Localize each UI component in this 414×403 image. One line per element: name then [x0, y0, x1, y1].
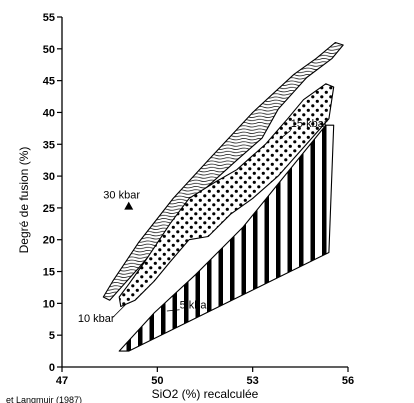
y-tick-label: 10	[43, 298, 55, 310]
triangle-marker	[124, 201, 134, 210]
leader-line	[279, 129, 292, 140]
y-tick-label: 15	[43, 267, 55, 279]
y-tick-label: 0	[49, 362, 55, 374]
y-tick-label: 40	[43, 107, 55, 119]
x-tick-label: 47	[56, 375, 68, 387]
plot-regions	[102, 41, 344, 352]
x-tick-label: 50	[151, 375, 163, 387]
x-tick-label: 56	[342, 375, 354, 387]
label-5-kbar: 5 kbar	[180, 299, 211, 311]
y-tick-label: 55	[43, 12, 55, 24]
y-tick-label: 25	[43, 203, 55, 215]
y-tick-label: 20	[43, 235, 55, 247]
y-tick-label: 30	[43, 171, 55, 183]
axes	[61, 17, 348, 368]
ticks: 0 5 10 15 20 25 30 35 40 45 50 55 47 50 53 56	[43, 12, 354, 387]
region-5-kbar	[118, 124, 335, 352]
annotations: 15 kbar 10 kbar 5 kbar 30 kbar	[78, 118, 328, 325]
x-axis-title: SiO2 (%) recalculée	[152, 387, 259, 401]
y-tick-label: 5	[49, 330, 55, 342]
y-tick-label: 45	[43, 76, 55, 88]
y-axis-title: Degré de fusion (%)	[17, 147, 31, 254]
label-15-kbar: 15 kbar	[291, 118, 328, 130]
leader-line	[112, 304, 126, 318]
region-10-kbar	[118, 83, 335, 308]
label-30-kbar: 30 kbar	[103, 189, 140, 201]
label-10-kbar: 10 kbar	[78, 313, 115, 325]
y-tick-label: 35	[43, 139, 55, 151]
source-note: et Langmuir (1987)	[6, 395, 82, 403]
x-tick-label: 53	[247, 375, 259, 387]
leader-line	[166, 309, 180, 312]
y-tick-label: 50	[43, 44, 55, 56]
